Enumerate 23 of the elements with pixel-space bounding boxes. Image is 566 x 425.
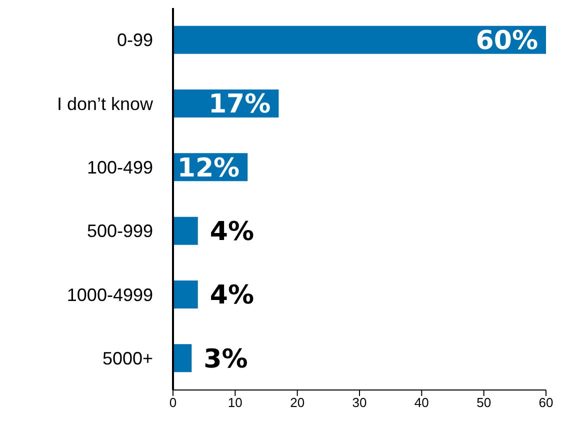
bar [173, 344, 192, 372]
data-label: 12% [177, 153, 240, 184]
bar [173, 280, 198, 308]
y-tick-label: 100-499 [86, 158, 153, 178]
data-label: 4% [210, 280, 254, 311]
x-tick-label: 60 [538, 395, 554, 410]
y-tick-label: I don’t know [56, 94, 154, 114]
x-tick-label: 10 [228, 395, 242, 410]
x-tick-label: 30 [352, 395, 367, 410]
data-label: 4% [210, 216, 254, 247]
x-tick-label: 40 [414, 395, 429, 410]
y-tick-label: 500-999 [86, 221, 153, 242]
x-tick-label: 0 [169, 395, 177, 410]
data-label: 3% [204, 344, 248, 374]
bar [173, 216, 198, 245]
y-tick-label: 0-99 [116, 30, 153, 50]
data-label: 60% [476, 26, 538, 56]
x-tick-label: 20 [290, 395, 305, 410]
data-label: 17% [208, 90, 271, 120]
y-tick-label: 5000+ [102, 348, 153, 369]
bar [173, 26, 546, 54]
y-tick-label: 1000-4999 [66, 284, 153, 305]
x-tick-label: 50 [476, 395, 492, 410]
